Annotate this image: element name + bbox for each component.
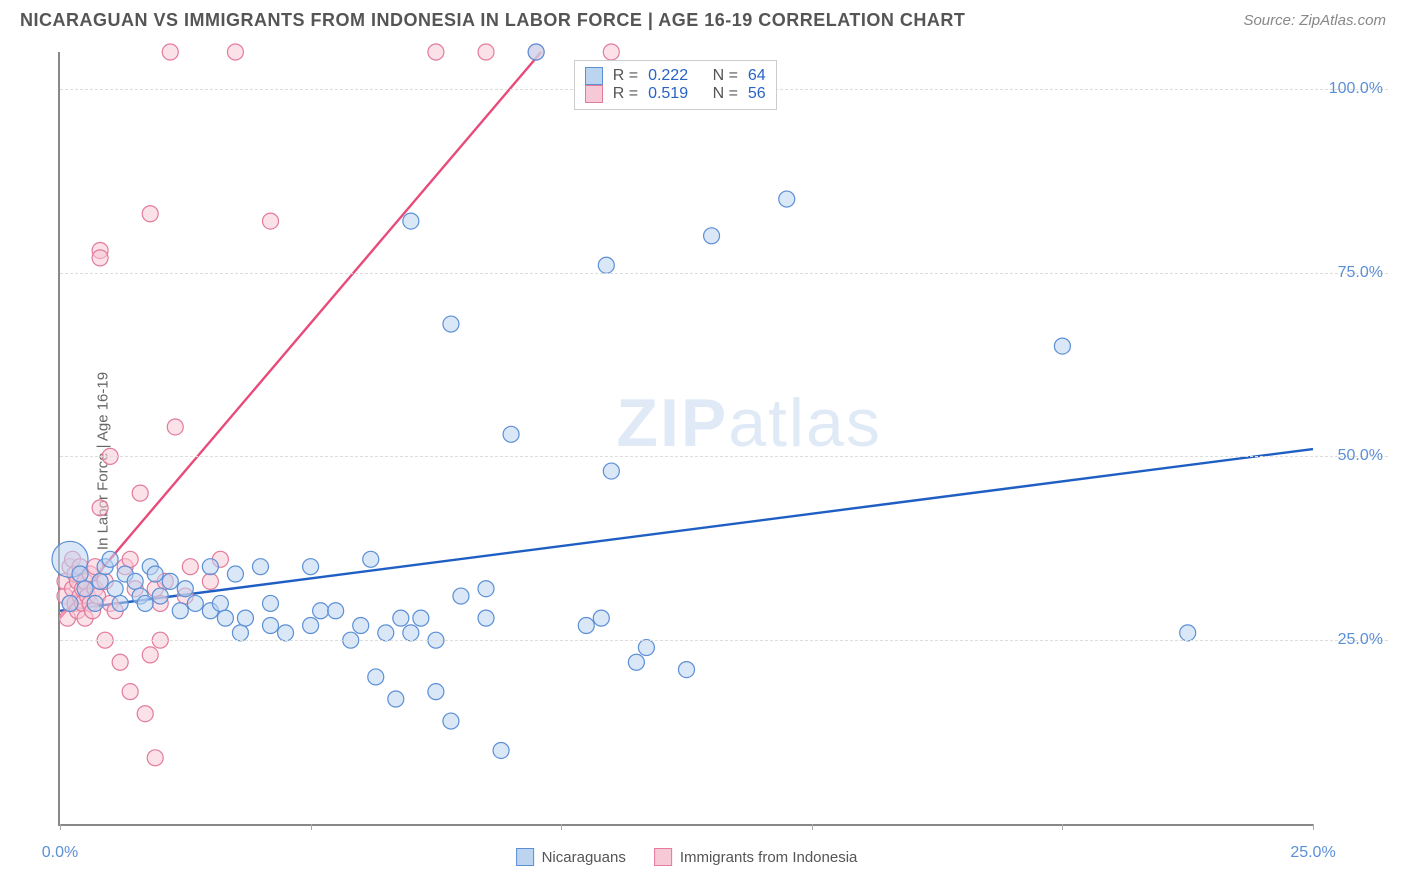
stats-box: R = 0.222 N = 64 R = 0.519 N = 56	[574, 60, 777, 110]
bottom-legend: Nicaraguans Immigrants from Indonesia	[516, 848, 858, 866]
legend-label: Nicaraguans	[542, 849, 626, 866]
scatter-layer	[60, 52, 1313, 824]
chart-area: In Labor Force | Age 16-19 ZIPatlas Nica…	[18, 48, 1388, 874]
y-tick-label: 100.0%	[1329, 80, 1383, 98]
legend-label: Immigrants from Indonesia	[680, 849, 858, 866]
chart-title: NICARAGUAN VS IMMIGRANTS FROM INDONESIA …	[20, 10, 965, 31]
legend-item-indonesia: Immigrants from Indonesia	[654, 848, 858, 866]
chart-source: Source: ZipAtlas.com	[1243, 12, 1386, 29]
legend-item-nicaraguans: Nicaraguans	[516, 848, 626, 866]
y-tick-label: 50.0%	[1338, 447, 1383, 465]
stats-row: R = 0.519 N = 56	[585, 85, 766, 103]
legend-swatch-pink	[654, 848, 672, 866]
chart-header: NICARAGUAN VS IMMIGRANTS FROM INDONESIA …	[0, 0, 1406, 39]
y-tick-label: 25.0%	[1338, 631, 1383, 649]
y-tick-label: 75.0%	[1338, 264, 1383, 282]
x-tick-label: 25.0%	[1290, 844, 1335, 862]
plot-area: ZIPatlas Nicaraguans Immigrants from Ind…	[58, 52, 1313, 826]
legend-swatch-blue	[516, 848, 534, 866]
x-tick-label: 0.0%	[42, 844, 78, 862]
stats-row: R = 0.222 N = 64	[585, 67, 766, 85]
